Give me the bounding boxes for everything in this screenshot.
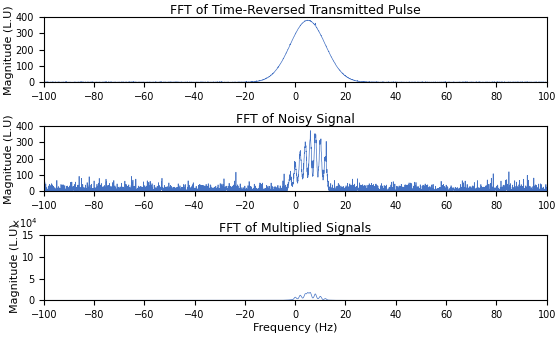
Y-axis label: Magnitude (L.U): Magnitude (L.U) <box>10 223 20 312</box>
Y-axis label: Magnitude (L.U): Magnitude (L.U) <box>4 114 14 204</box>
Text: $\times10^4$: $\times10^4$ <box>11 216 38 230</box>
X-axis label: Frequency (Hz): Frequency (Hz) <box>253 323 337 333</box>
Y-axis label: Magnitude (L.U): Magnitude (L.U) <box>4 5 14 95</box>
Title: FFT of Multiplied Signals: FFT of Multiplied Signals <box>219 222 371 235</box>
Title: FFT of Noisy Signal: FFT of Noisy Signal <box>236 113 354 126</box>
Title: FFT of Time-Reversed Transmitted Pulse: FFT of Time-Reversed Transmitted Pulse <box>170 4 421 17</box>
